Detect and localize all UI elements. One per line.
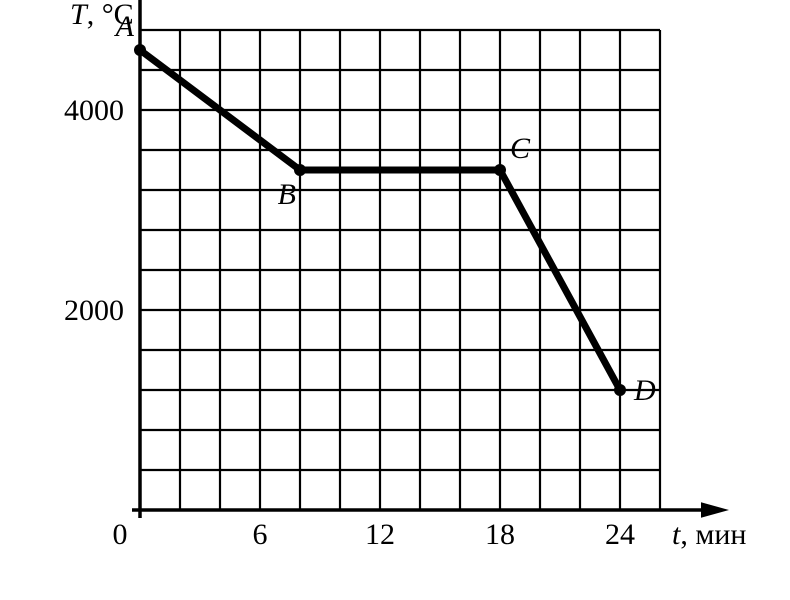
- x-tick-label: 6: [253, 518, 268, 551]
- data-point-c: [494, 164, 506, 176]
- x-tick-label: 24: [605, 518, 635, 551]
- data-point-b: [294, 164, 306, 176]
- point-label-b: B: [278, 178, 296, 211]
- point-label-a: A: [114, 10, 135, 43]
- point-label-c: C: [510, 132, 531, 165]
- x-tick-label: 12: [365, 518, 395, 551]
- y-tick-label: 2000: [64, 294, 124, 327]
- data-point-d: [614, 384, 626, 396]
- chart-svg: T, °Ct, мин0612182420004000ABCD: [0, 0, 790, 600]
- x-tick-label: 18: [485, 518, 515, 551]
- temperature-vs-time-chart: T, °Ct, мин0612182420004000ABCD: [0, 0, 790, 600]
- point-label-d: D: [633, 374, 656, 407]
- y-tick-label: 4000: [64, 94, 124, 127]
- origin-label: 0: [113, 518, 128, 551]
- x-axis-label: t, мин: [672, 518, 746, 551]
- data-point-a: [134, 44, 146, 56]
